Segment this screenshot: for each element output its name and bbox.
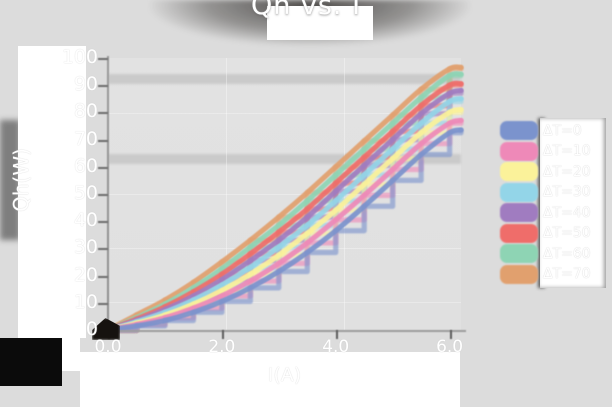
legend-label: ΔT=70 bbox=[543, 266, 591, 282]
dark-corner-artifact bbox=[0, 338, 62, 386]
legend-item[interactable]: ΔT=50 bbox=[500, 223, 606, 244]
y-tick-label: 40 bbox=[73, 209, 98, 232]
legend-color-swatch bbox=[500, 264, 538, 284]
y-tick-mark bbox=[98, 58, 108, 60]
y-tick-label: 50 bbox=[73, 182, 98, 204]
y-tick-label: 90 bbox=[73, 73, 98, 96]
x-tick-mark bbox=[221, 330, 224, 339]
x-tick-label: 6.0 bbox=[436, 337, 464, 357]
legend-label: ΔT=30 bbox=[543, 184, 591, 200]
y-tick-label: 10 bbox=[73, 290, 98, 313]
series-line-60 bbox=[105, 71, 464, 333]
legend-color-swatch bbox=[500, 141, 538, 161]
y-tick-label: 0 bbox=[85, 318, 98, 340]
legend-label: ΔT=40 bbox=[543, 204, 591, 221]
series-curves bbox=[105, 64, 464, 333]
series-line-0 bbox=[105, 127, 464, 333]
y-tick-label: 100 bbox=[61, 46, 98, 68]
x-tick-label: 2.0 bbox=[208, 337, 236, 357]
legend-item[interactable]: ΔT=30 bbox=[500, 182, 606, 203]
chart-title: Qh vs. I bbox=[250, 0, 362, 21]
y-tick-mark bbox=[98, 248, 108, 251]
y-tick-mark bbox=[98, 166, 108, 169]
legend-item[interactable]: ΔT=10 bbox=[500, 141, 606, 162]
legend-color-swatch bbox=[500, 203, 538, 222]
legend-label: ΔT=0 bbox=[543, 122, 582, 139]
y-axis-title: Qh(W) bbox=[9, 148, 33, 212]
legend-item[interactable]: ΔT=60 bbox=[500, 243, 606, 264]
plot-area bbox=[105, 58, 464, 333]
left-edge-artifact bbox=[0, 120, 20, 240]
grid-band-upper bbox=[108, 74, 461, 84]
legend-item[interactable]: ΔT=40 bbox=[500, 202, 606, 223]
x-axis-tick-labels: 0.0 2.0 4.0 6.0 bbox=[0, 337, 612, 363]
legend-item[interactable]: ΔT=20 bbox=[500, 161, 606, 182]
y-tick-label: 80 bbox=[73, 100, 98, 123]
y-tick-label: 30 bbox=[73, 236, 98, 259]
x-tick-label: 4.0 bbox=[322, 337, 350, 357]
series-line-50 bbox=[105, 80, 464, 333]
legend-color-swatch bbox=[500, 223, 538, 243]
legend-color-swatch bbox=[500, 162, 538, 181]
series-line-40 bbox=[105, 88, 464, 333]
legend-item[interactable]: ΔT=70 bbox=[500, 264, 606, 285]
y-tick-mark bbox=[98, 139, 108, 142]
x-tick-label: 0.0 bbox=[94, 337, 122, 357]
gridline-v-1 bbox=[226, 58, 227, 330]
x-tick-mark bbox=[449, 330, 452, 339]
legend-color-swatch bbox=[500, 182, 538, 202]
legend-label: ΔT=50 bbox=[543, 225, 591, 241]
y-tick-mark bbox=[98, 112, 108, 115]
legend: ΔT=0 ΔT=10 ΔT=20 ΔT=30 ΔT=40 ΔT=50 ΔT=60 ΔT=70 bbox=[500, 118, 606, 288]
gridline-2 bbox=[108, 194, 461, 195]
gridline-4 bbox=[108, 302, 461, 303]
series-line-70 bbox=[105, 64, 464, 333]
y-tick-label: 60 bbox=[73, 154, 98, 177]
series-line-20 bbox=[105, 107, 464, 333]
legend-label: ΔT=60 bbox=[543, 245, 591, 262]
legend-color-swatch bbox=[500, 121, 538, 140]
y-tick-mark bbox=[98, 302, 108, 305]
glare-plate-x-axis bbox=[80, 352, 460, 407]
legend-item[interactable]: ΔT=0 bbox=[500, 120, 606, 141]
legend-label: ΔT=10 bbox=[543, 143, 591, 159]
y-tick-mark bbox=[98, 221, 108, 224]
legend-color-swatch bbox=[500, 244, 538, 263]
y-tick-mark bbox=[98, 275, 108, 278]
y-axis-line bbox=[107, 56, 109, 332]
y-axis-tick-labels: 100 90 80 70 60 50 40 30 20 10 0 bbox=[26, 48, 98, 340]
y-tick-label: 20 bbox=[73, 263, 98, 286]
glare-plate-left bbox=[18, 46, 86, 338]
y-tick-mark bbox=[98, 85, 108, 88]
y-tick-mark bbox=[98, 194, 108, 196]
glare-plate-title bbox=[267, 6, 373, 40]
series-line-30 bbox=[105, 96, 464, 333]
x-axis-title: I(A) bbox=[267, 364, 302, 386]
gridline-1 bbox=[108, 113, 461, 114]
legend-label: ΔT=20 bbox=[543, 163, 591, 180]
x-axis-line bbox=[106, 330, 466, 332]
y-tick-label: 70 bbox=[73, 127, 98, 150]
series-line-10 bbox=[105, 117, 464, 333]
legend-frame bbox=[540, 118, 606, 288]
x-tick-mark bbox=[335, 330, 338, 339]
grid-band-middle bbox=[108, 154, 461, 164]
